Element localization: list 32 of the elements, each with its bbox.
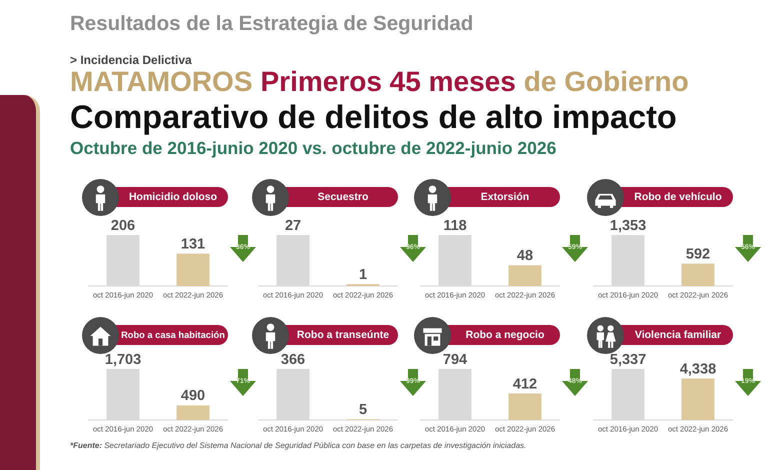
data-label: 1,703	[104, 352, 142, 368]
chart-title: Violencia familiar	[634, 328, 722, 343]
data-label: 592	[686, 246, 710, 262]
data-label: 118	[443, 218, 467, 234]
chart-title: Robo a negocio	[464, 328, 546, 343]
data-label: 4,338	[680, 361, 716, 378]
data-label: 5	[358, 402, 368, 418]
data-label: 412	[512, 376, 538, 392]
text: > Incidencia Delictiva	[70, 53, 192, 68]
data-label: 490	[180, 388, 206, 404]
text: *Fuente: Secretariado Ejecutivo del Sistema Nacional de Seguridad Pública con base en las carpetas de investigación iniciadas.	[70, 440, 526, 451]
chart-title: Robo a casa habitación	[120, 329, 226, 342]
text: de Gobierno	[524, 66, 689, 98]
data-label: 1,353	[610, 218, 646, 234]
data-label: 794	[442, 352, 468, 368]
text: Resultados de la Estrategia de Seguridad	[70, 12, 474, 36]
chart-title: Robo a transeúnte	[296, 328, 390, 343]
chart-title: Secuestro	[316, 190, 370, 205]
text: Primeros 45 meses	[260, 66, 516, 98]
data-label: 131	[180, 236, 206, 252]
text: Octubre de 2016-junio 2020 vs. octubre de 2022-junio 2026	[70, 138, 556, 159]
chart-title: Extorsión	[480, 190, 530, 205]
data-label: 5,337	[610, 352, 646, 368]
data-label: 27	[284, 218, 302, 234]
data-label: 206	[110, 218, 136, 234]
text: Comparativo de delitos de alto impacto	[70, 99, 677, 135]
text: MATAMOROS	[70, 66, 252, 98]
chart-title: Robo de vehículo	[633, 190, 723, 205]
data-label: 48	[516, 248, 534, 264]
data-label: 1	[358, 266, 368, 283]
chart-title: Homicidio doloso	[128, 190, 218, 205]
data-label: 366	[280, 352, 306, 368]
